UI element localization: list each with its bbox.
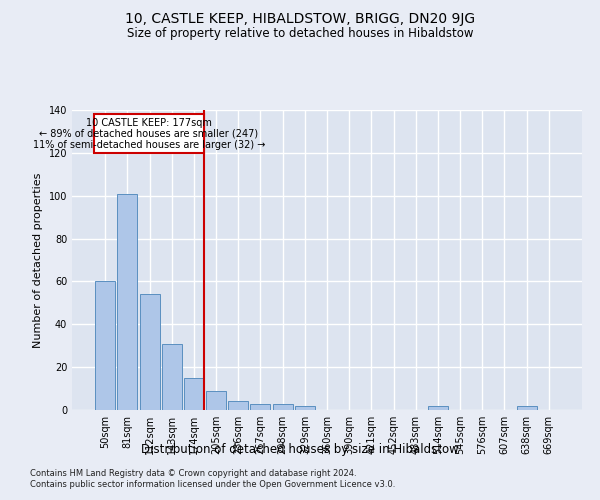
Text: Contains public sector information licensed under the Open Government Licence v3: Contains public sector information licen… — [30, 480, 395, 489]
Text: 10 CASTLE KEEP: 177sqm: 10 CASTLE KEEP: 177sqm — [86, 118, 212, 128]
Text: Contains HM Land Registry data © Crown copyright and database right 2024.: Contains HM Land Registry data © Crown c… — [30, 468, 356, 477]
Bar — [295, 406, 315, 410]
Text: Distribution of detached houses by size in Hibaldstow: Distribution of detached houses by size … — [141, 442, 459, 456]
Bar — [517, 406, 536, 410]
Bar — [162, 344, 182, 410]
Bar — [140, 294, 160, 410]
Bar — [95, 282, 115, 410]
Y-axis label: Number of detached properties: Number of detached properties — [33, 172, 43, 348]
Bar — [206, 390, 226, 410]
Text: 10, CASTLE KEEP, HIBALDSTOW, BRIGG, DN20 9JG: 10, CASTLE KEEP, HIBALDSTOW, BRIGG, DN20… — [125, 12, 475, 26]
Text: Size of property relative to detached houses in Hibaldstow: Size of property relative to detached ho… — [127, 28, 473, 40]
Bar — [428, 406, 448, 410]
Text: ← 89% of detached houses are smaller (247): ← 89% of detached houses are smaller (24… — [40, 128, 259, 138]
Bar — [184, 378, 204, 410]
Bar — [250, 404, 271, 410]
Bar — [118, 194, 137, 410]
Text: 11% of semi-detached houses are larger (32) →: 11% of semi-detached houses are larger (… — [33, 140, 265, 149]
Bar — [94, 114, 204, 153]
Bar — [228, 402, 248, 410]
Bar — [272, 404, 293, 410]
